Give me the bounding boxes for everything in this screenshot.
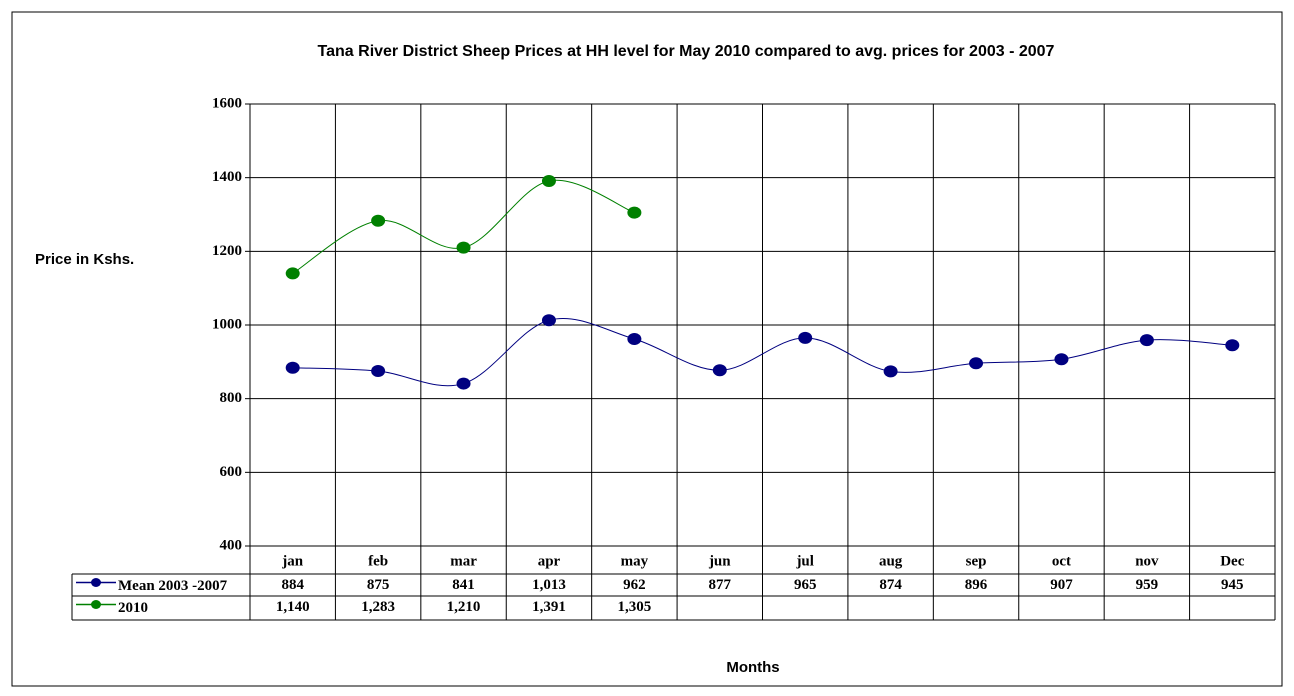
data-point [798, 331, 813, 344]
table-value: 1,140 [276, 599, 310, 615]
y-tick-label: 1000 [212, 316, 242, 332]
data-point [285, 267, 300, 280]
legend-marker [91, 600, 101, 609]
x-tick-label: sep [966, 553, 987, 569]
legend-label: Mean 2003 -2007 [118, 578, 228, 594]
data-point [456, 241, 471, 254]
x-tick-label: apr [538, 553, 561, 569]
data-point [456, 377, 471, 390]
table-value: 874 [879, 577, 902, 593]
data-point [969, 357, 984, 370]
y-axis-label: Price in Kshs. [35, 251, 134, 268]
table-value: 1,210 [447, 599, 481, 615]
y-tick-label: 1400 [212, 169, 242, 185]
data-point [627, 206, 642, 219]
table-value: 959 [1136, 577, 1159, 593]
data-point [1054, 353, 1069, 366]
table-value: 841 [452, 577, 475, 593]
x-tick-label: nov [1135, 553, 1159, 569]
table-value: 1,305 [618, 599, 652, 615]
data-point [371, 214, 386, 227]
data-point [541, 174, 556, 187]
data-point [1225, 339, 1240, 352]
x-tick-label: jun [708, 553, 731, 569]
table-value: 907 [1050, 577, 1073, 593]
x-tick-label: Dec [1220, 553, 1244, 569]
x-tick-label: aug [879, 553, 903, 569]
data-point [883, 365, 898, 378]
table-value: 965 [794, 577, 817, 593]
data-point [1139, 334, 1154, 347]
table-value: 1,283 [361, 599, 395, 615]
y-tick-label: 1600 [212, 95, 242, 111]
table-value: 962 [623, 577, 646, 593]
data-point [627, 332, 642, 345]
x-tick-label: mar [450, 553, 477, 569]
y-tick-label: 400 [220, 537, 243, 553]
y-tick-label: 1200 [212, 243, 242, 259]
table-value: 875 [367, 577, 390, 593]
x-axis-label: Months [726, 659, 779, 676]
table-value: 884 [281, 577, 304, 593]
y-tick-label: 600 [220, 464, 243, 480]
data-point [285, 361, 300, 374]
table-value: 1,391 [532, 599, 566, 615]
x-tick-label: jul [795, 553, 814, 569]
x-tick-label: jan [281, 553, 303, 569]
table-value: 1,013 [532, 577, 566, 593]
x-tick-label: oct [1052, 553, 1071, 569]
x-tick-label: feb [368, 553, 388, 569]
data-point [541, 314, 556, 327]
legend-marker [91, 578, 101, 587]
y-tick-label: 800 [220, 390, 243, 406]
table-value: 877 [709, 577, 732, 593]
legend-label: 2010 [118, 600, 148, 616]
data-point [371, 365, 386, 378]
table-value: 945 [1221, 577, 1244, 593]
data-point [712, 364, 727, 377]
table-value: 896 [965, 577, 988, 593]
chart-title: Tana River District Sheep Prices at HH l… [318, 43, 1055, 60]
x-tick-label: may [621, 553, 649, 569]
